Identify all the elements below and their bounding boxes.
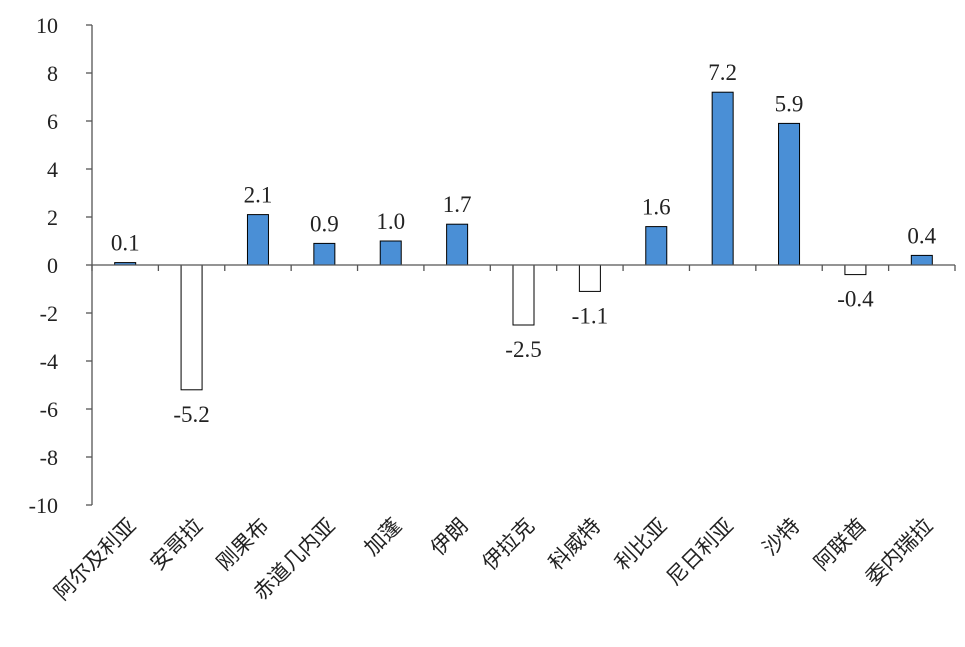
bar — [778, 122, 801, 266]
bar — [379, 240, 402, 266]
data-label: 0.4 — [907, 223, 936, 248]
category-label: 加蓬 — [360, 514, 407, 561]
data-label: 2.1 — [244, 183, 273, 208]
category-label: 刚果布 — [212, 514, 274, 576]
data-label: 0.9 — [310, 211, 339, 236]
data-label: -2.5 — [505, 337, 541, 362]
bar — [645, 226, 668, 266]
bar — [246, 214, 269, 266]
y-tick-label: 8 — [47, 61, 58, 86]
data-label: -1.1 — [572, 303, 608, 328]
y-tick-label: -6 — [40, 397, 58, 422]
category-label: 尼日利亚 — [662, 514, 738, 590]
bar — [512, 264, 535, 326]
category-label: 安哥拉 — [146, 514, 208, 576]
x-axis — [91, 264, 956, 271]
data-label: -5.2 — [173, 402, 209, 427]
y-tick-label: -10 — [29, 493, 58, 518]
data-label: 5.9 — [775, 91, 804, 116]
bar — [711, 91, 734, 266]
y-tick-label: -4 — [40, 349, 58, 374]
bar — [910, 254, 933, 266]
bar — [180, 264, 203, 391]
y-tick-label: 10 — [36, 13, 58, 38]
data-label: 1.7 — [443, 192, 472, 217]
bar — [844, 264, 867, 276]
category-label: 阿尔及利亚 — [50, 514, 141, 605]
category-label: 利比亚 — [610, 514, 672, 576]
bars — [114, 91, 933, 391]
data-label: -0.4 — [837, 287, 874, 312]
category-label: 伊朗 — [426, 514, 473, 561]
y-tick-label: 0 — [47, 253, 58, 278]
y-tick-label: -8 — [40, 445, 58, 470]
bar — [446, 223, 469, 266]
data-label: 7.2 — [708, 60, 737, 85]
category-label: 沙特 — [758, 514, 805, 561]
category-label: 委内瑞拉 — [861, 514, 937, 590]
y-axis — [86, 24, 93, 506]
data-label: 1.6 — [642, 195, 671, 220]
data-label: 0.1 — [111, 231, 140, 256]
y-tick-label: 6 — [47, 109, 58, 134]
category-label: 科威特 — [544, 514, 606, 576]
bar — [578, 264, 601, 292]
y-tick-labels: -10 -8 -6 -4 -2 0 2 4 6 8 10 — [29, 13, 58, 518]
data-labels: 0.1 -5.2 2.1 0.9 1.0 1.7 -2.5 -1.1 1.6 7.2 5.9 -0.4… — [111, 60, 937, 427]
y-tick-label: 4 — [47, 157, 58, 182]
y-tick-label: 2 — [47, 205, 58, 230]
category-label: 阿联酋 — [809, 514, 871, 576]
category-label: 伊拉克 — [478, 514, 540, 576]
y-tick-label: -2 — [40, 301, 58, 326]
bar — [313, 242, 336, 266]
data-label: 1.0 — [376, 209, 405, 234]
